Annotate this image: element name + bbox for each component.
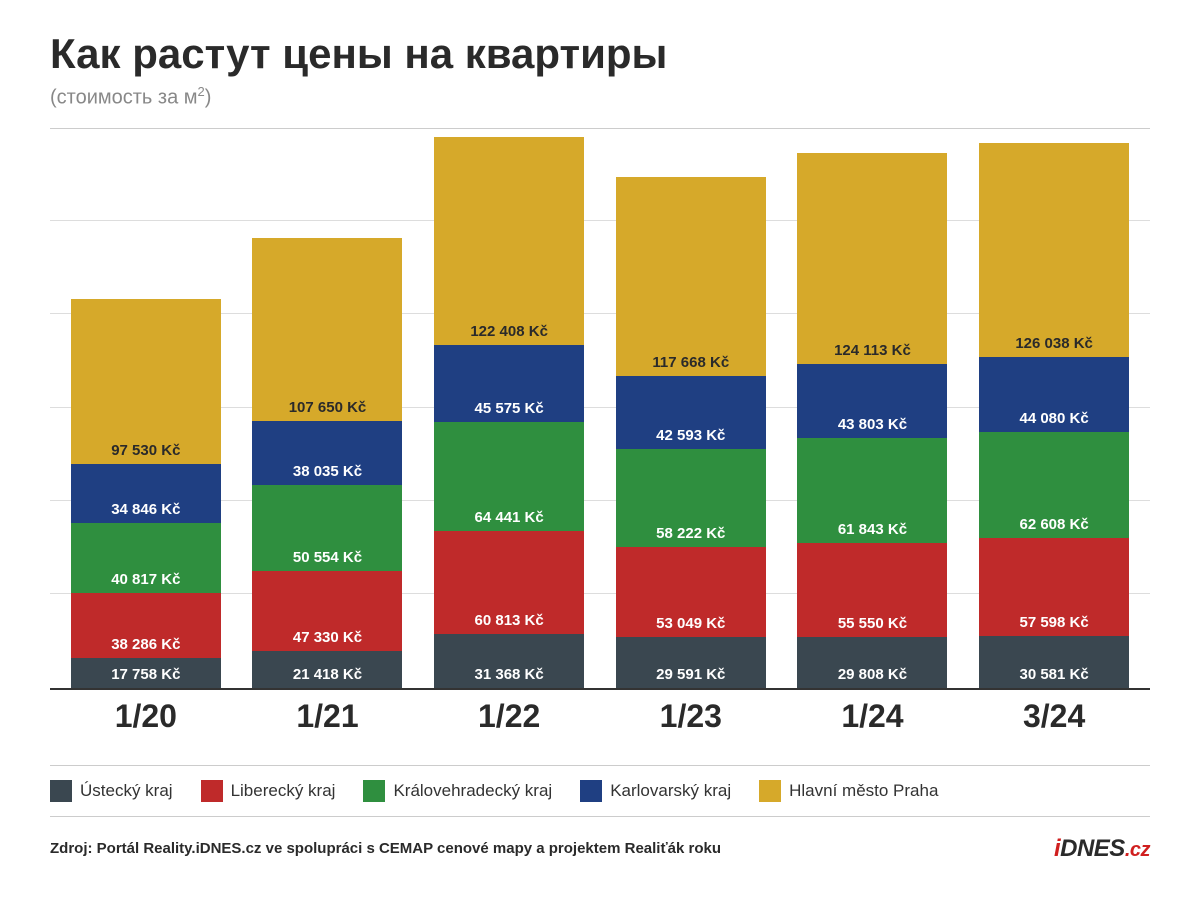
legend-item: Královehradecký kraj bbox=[363, 780, 552, 802]
bar-segment: 17 758 Kč bbox=[71, 658, 221, 688]
segment-value: 122 408 Kč bbox=[470, 323, 548, 345]
bar-segment: 57 598 Kč bbox=[979, 538, 1129, 636]
segment-value: 126 038 Kč bbox=[1015, 335, 1093, 357]
legend-swatch bbox=[580, 780, 602, 802]
x-axis-label: 1/24 bbox=[797, 690, 947, 735]
chart-container: Как растут цены на квартиры (стоимость з… bbox=[0, 0, 1200, 883]
segment-value: 55 550 Kč bbox=[838, 615, 907, 637]
bar-segment: 44 080 Kč bbox=[979, 357, 1129, 432]
bar-segment: 55 550 Kč bbox=[797, 543, 947, 637]
segment-value: 61 843 Kč bbox=[838, 521, 907, 543]
bar-segment: 30 581 Kč bbox=[979, 636, 1129, 688]
bar-column: 29 808 Kč 55 550 Kč 61 843 Kč 43 803 Kč 124 … bbox=[797, 153, 947, 688]
segment-value: 124 113 Kč bbox=[834, 342, 911, 364]
segment-value: 53 049 Kč bbox=[656, 615, 725, 637]
bar-segment: 64 441 Kč bbox=[434, 422, 584, 531]
segment-value: 44 080 Kč bbox=[1019, 410, 1088, 432]
segment-value: 17 758 Kč bbox=[111, 666, 180, 688]
chart-subtitle: (стоимость за м2) bbox=[50, 84, 1150, 110]
bar-segment: 45 575 Kč bbox=[434, 345, 584, 422]
segment-value: 30 581 Kč bbox=[1019, 666, 1088, 688]
source-text: Zdroj: Portál Reality.iDNES.cz ve spolup… bbox=[50, 840, 721, 857]
legend-swatch bbox=[759, 780, 781, 802]
bars-group: 17 758 Kč 38 286 Kč 40 817 Kč 34 846 Kč 97 5… bbox=[50, 129, 1150, 688]
x-axis-label: 1/23 bbox=[616, 690, 766, 735]
legend-label: Hlavní město Praha bbox=[789, 781, 938, 801]
bar-segment: 21 418 Kč bbox=[252, 651, 402, 687]
bar-segment: 31 368 Kč bbox=[434, 634, 584, 687]
legend-swatch bbox=[201, 780, 223, 802]
legend-item: Karlovarský kraj bbox=[580, 780, 731, 802]
x-axis-label: 1/21 bbox=[252, 690, 402, 735]
chart-plot-area: 17 758 Kč 38 286 Kč 40 817 Kč 34 846 Kč 97 5… bbox=[50, 128, 1150, 688]
x-axis-label: 3/24 bbox=[979, 690, 1129, 735]
segment-value: 31 368 Kč bbox=[475, 666, 544, 688]
segment-value: 50 554 Kč bbox=[293, 549, 362, 571]
bar-segment: 97 530 Kč bbox=[71, 299, 221, 465]
bar-segment: 34 846 Kč bbox=[71, 464, 221, 523]
legend-label: Královehradecký kraj bbox=[393, 781, 552, 801]
bar-column: 29 591 Kč 53 049 Kč 58 222 Kč 42 593 Kč 117 … bbox=[616, 177, 766, 688]
bar-column: 31 368 Kč 60 813 Kč 64 441 Kč 45 575 Kč 122 … bbox=[434, 137, 584, 688]
segment-value: 58 222 Kč bbox=[656, 525, 725, 547]
segment-value: 60 813 Kč bbox=[475, 612, 544, 634]
bar-segment: 42 593 Kč bbox=[616, 376, 766, 448]
segment-value: 117 668 Kč bbox=[652, 354, 729, 376]
segment-value: 38 035 Kč bbox=[293, 463, 362, 485]
bar-segment: 50 554 Kč bbox=[252, 485, 402, 571]
segment-value: 97 530 Kč bbox=[111, 442, 180, 464]
segment-value: 62 608 Kč bbox=[1019, 516, 1088, 538]
legend-label: Karlovarský kraj bbox=[610, 781, 731, 801]
segment-value: 38 286 Kč bbox=[111, 636, 180, 658]
segment-value: 29 591 Kč bbox=[656, 666, 725, 688]
x-axis-label: 1/20 bbox=[71, 690, 221, 735]
segment-value: 64 441 Kč bbox=[475, 509, 544, 531]
segment-value: 47 330 Kč bbox=[293, 629, 362, 651]
chart-title: Как растут цены на квартиры bbox=[50, 30, 1150, 78]
bar-segment: 60 813 Kč bbox=[434, 531, 584, 634]
legend-item: Ústecký kraj bbox=[50, 780, 173, 802]
segment-value: 29 808 Kč bbox=[838, 666, 907, 688]
bar-segment: 58 222 Kč bbox=[616, 449, 766, 548]
segment-value: 21 418 Kč bbox=[293, 666, 362, 688]
x-axis: 1/20 1/21 1/22 1/23 1/24 3/24 bbox=[50, 688, 1150, 735]
bar-column: 17 758 Kč 38 286 Kč 40 817 Kč 34 846 Kč 97 5… bbox=[71, 299, 221, 688]
legend-item: Liberecký kraj bbox=[201, 780, 336, 802]
segment-value: 42 593 Kč bbox=[656, 427, 725, 449]
bar-segment: 62 608 Kč bbox=[979, 432, 1129, 538]
footer: Zdroj: Portál Reality.iDNES.cz ve spolup… bbox=[50, 817, 1150, 863]
bar-segment: 61 843 Kč bbox=[797, 438, 947, 543]
bar-segment: 40 817 Kč bbox=[71, 523, 221, 592]
legend: Ústecký kraj Liberecký kraj Královehradeck… bbox=[50, 765, 1150, 817]
legend-label: Ústecký kraj bbox=[80, 781, 173, 801]
bar-segment: 43 803 Kč bbox=[797, 364, 947, 438]
legend-swatch bbox=[363, 780, 385, 802]
bar-column: 30 581 Kč 57 598 Kč 62 608 Kč 44 080 Kč 126 … bbox=[979, 143, 1129, 688]
segment-value: 107 650 Kč bbox=[289, 399, 367, 421]
bar-segment: 126 038 Kč bbox=[979, 143, 1129, 357]
segment-value: 57 598 Kč bbox=[1019, 614, 1088, 636]
legend-swatch bbox=[50, 780, 72, 802]
legend-label: Liberecký kraj bbox=[231, 781, 336, 801]
x-axis-label: 1/22 bbox=[434, 690, 584, 735]
legend-item: Hlavní město Praha bbox=[759, 780, 938, 802]
bar-column: 21 418 Kč 47 330 Kč 50 554 Kč 38 035 Kč 107 … bbox=[252, 238, 402, 688]
segment-value: 40 817 Kč bbox=[111, 571, 180, 593]
bar-segment: 38 286 Kč bbox=[71, 593, 221, 658]
segment-value: 43 803 Kč bbox=[838, 416, 907, 438]
bar-segment: 124 113 Kč bbox=[797, 153, 947, 364]
bar-segment: 29 808 Kč bbox=[797, 637, 947, 688]
bar-segment: 53 049 Kč bbox=[616, 547, 766, 637]
segment-value: 34 846 Kč bbox=[111, 501, 180, 523]
brand-logo: iDNES.cz bbox=[1054, 835, 1150, 863]
bar-segment: 38 035 Kč bbox=[252, 421, 402, 486]
bar-segment: 29 591 Kč bbox=[616, 637, 766, 687]
segment-value: 45 575 Kč bbox=[475, 400, 544, 422]
bar-segment: 117 668 Kč bbox=[616, 177, 766, 377]
bar-segment: 47 330 Kč bbox=[252, 571, 402, 651]
bar-segment: 107 650 Kč bbox=[252, 238, 402, 421]
bar-segment: 122 408 Kč bbox=[434, 137, 584, 345]
